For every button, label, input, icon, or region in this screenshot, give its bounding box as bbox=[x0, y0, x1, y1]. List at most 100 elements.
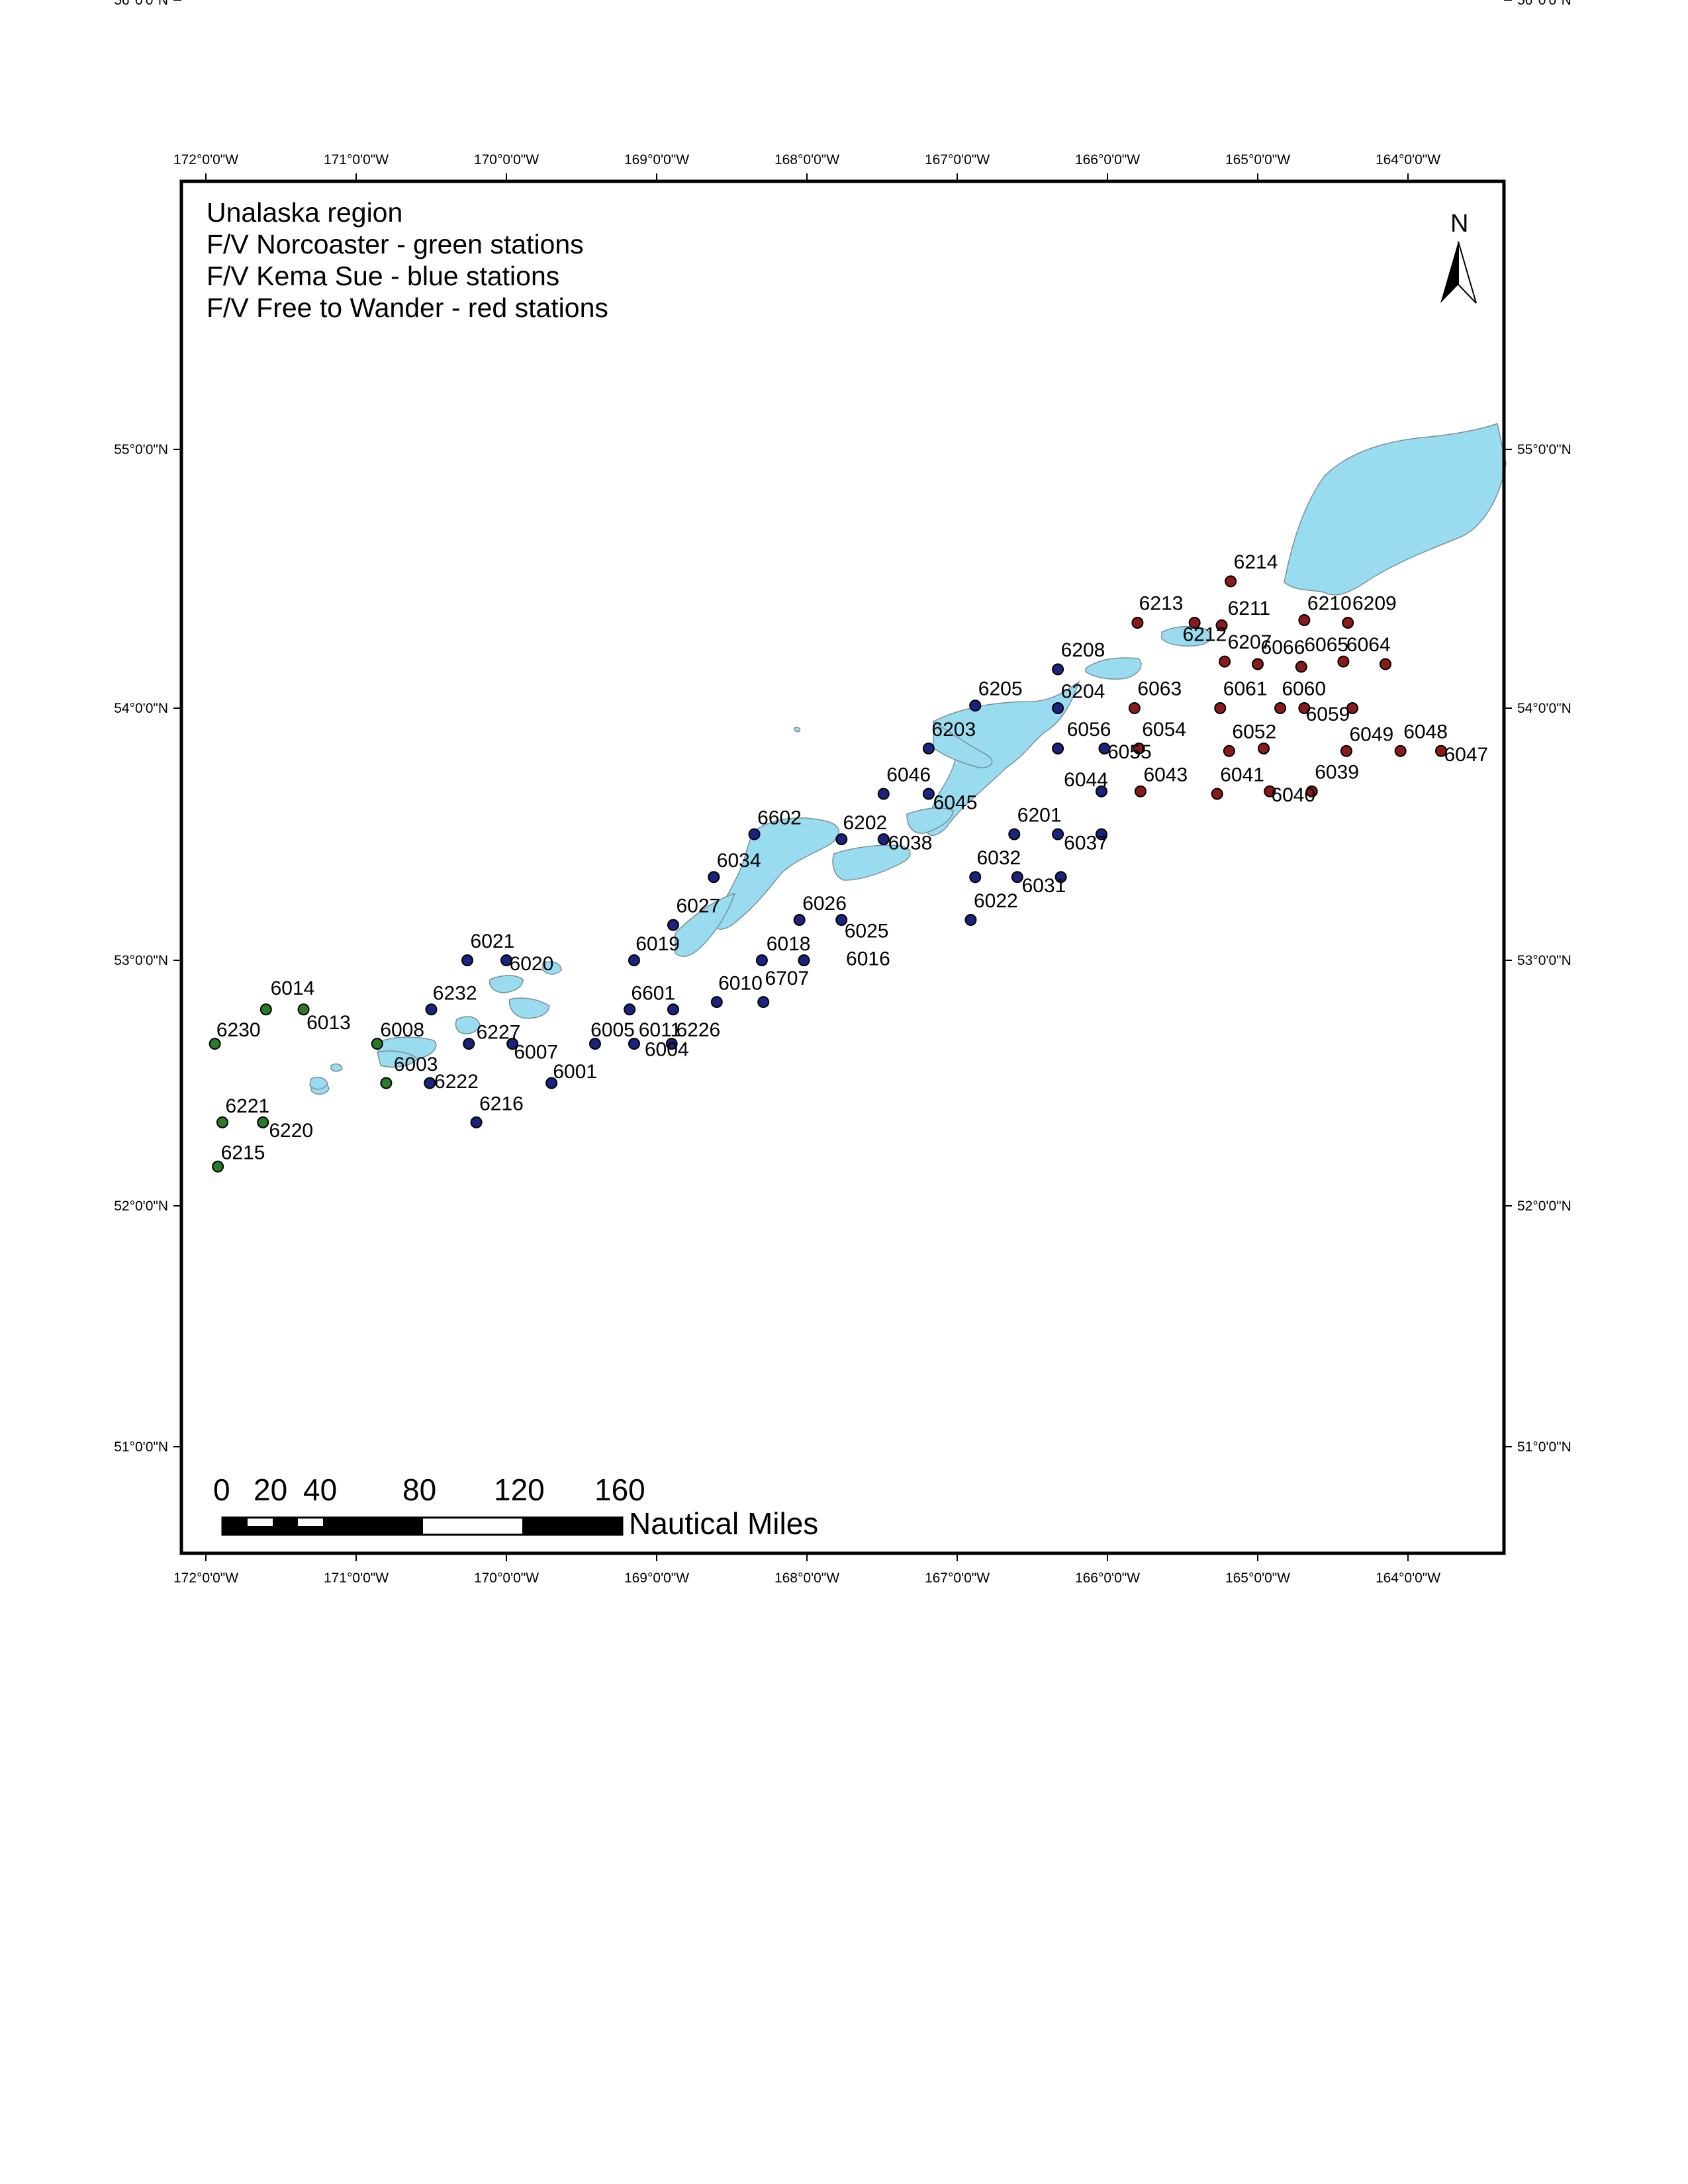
station-point-blue bbox=[969, 871, 982, 884]
scale-label-20: 20 bbox=[254, 1473, 287, 1507]
scale-label-80: 80 bbox=[402, 1473, 436, 1507]
station-point-blue bbox=[757, 996, 770, 1009]
station-label: 6037 bbox=[1064, 832, 1108, 854]
station-point-blue bbox=[628, 1038, 640, 1050]
scale-seg-120-160 bbox=[522, 1518, 622, 1535]
lon-tick-label-bottom: 167°0'0"W bbox=[925, 1570, 990, 1586]
scale-label-120: 120 bbox=[494, 1473, 545, 1507]
lon-tick-label-bottom: 166°0'0"W bbox=[1075, 1570, 1140, 1586]
scale-seg-40-80 bbox=[323, 1518, 423, 1535]
station-label: 6707 bbox=[765, 968, 809, 989]
lon-tick-label-top: 171°0'0"W bbox=[324, 152, 389, 167]
station-point-red bbox=[1214, 702, 1227, 714]
legend-line-green: F/V Norcoaster - green stations bbox=[207, 229, 584, 259]
station-point-blue bbox=[1095, 828, 1107, 841]
station-label: 6043 bbox=[1143, 764, 1188, 786]
station-label: 6210 bbox=[1307, 592, 1352, 614]
lat-tick-label-right: 52°0'0"N bbox=[1517, 1199, 1571, 1214]
lon-ticks-bottom: 172°0'0"W 171°0'0"W 170°0'0"W 169°0'0"W 168°… bbox=[173, 1553, 1440, 1586]
station-label: 6063 bbox=[1137, 678, 1182, 700]
station-label: 6004 bbox=[645, 1039, 689, 1061]
lon-tick-label-top: 164°0'0"W bbox=[1376, 152, 1440, 167]
lon-tick-label-top: 166°0'0"W bbox=[1075, 152, 1140, 167]
station-label: 6226 bbox=[677, 1019, 721, 1041]
lat-tick-label-left: 55°0'0"N bbox=[114, 442, 168, 457]
station-point-red bbox=[1298, 614, 1311, 627]
station-label: 6221 bbox=[226, 1095, 270, 1117]
lon-tick-label-bottom: 172°0'0"W bbox=[173, 1570, 238, 1586]
station-label: 6601 bbox=[631, 982, 675, 1004]
station-point-blue bbox=[877, 833, 890, 846]
sedanka-area bbox=[906, 807, 954, 834]
station-point-red bbox=[1133, 742, 1145, 754]
station-label: 6026 bbox=[802, 893, 847, 915]
scale-seg-0-10 bbox=[222, 1518, 248, 1526]
station-point-blue bbox=[1055, 871, 1067, 884]
station-point-blue bbox=[835, 833, 848, 846]
lon-tick-label-bottom: 165°0'0"W bbox=[1225, 1570, 1290, 1586]
lon-tick-label-bottom: 170°0'0"W bbox=[474, 1570, 539, 1586]
station-point-blue bbox=[624, 1003, 636, 1016]
station-label: 6003 bbox=[394, 1054, 438, 1075]
herbert-island bbox=[455, 1016, 481, 1034]
lon-ticks-top: 172°0'0"W 171°0'0"W 170°0'0"W 169°0'0"W 168°… bbox=[173, 152, 1440, 181]
station-label: 6061 bbox=[1223, 678, 1268, 700]
station-point-red bbox=[1252, 658, 1264, 670]
station-label: 6212 bbox=[1183, 623, 1227, 645]
station-label: 6204 bbox=[1061, 680, 1105, 702]
station-point-blue bbox=[708, 871, 720, 884]
station-label: 6007 bbox=[514, 1041, 558, 1063]
station-point-blue bbox=[710, 996, 723, 1009]
station-label: 6046 bbox=[886, 764, 931, 786]
station-label: 6602 bbox=[757, 807, 802, 829]
station-point-blue bbox=[667, 1003, 679, 1016]
station-point-green bbox=[257, 1116, 269, 1128]
chagulak-island bbox=[542, 961, 562, 975]
station-label: 6203 bbox=[931, 719, 976, 741]
station-label: 6055 bbox=[1107, 741, 1152, 763]
station-point-blue bbox=[665, 1038, 678, 1050]
north-arrow-right-half bbox=[1458, 241, 1477, 304]
alaska-peninsula-land bbox=[1284, 423, 1507, 596]
lon-tick-label-bottom: 168°0'0"W bbox=[774, 1570, 839, 1586]
station-point-blue bbox=[1052, 663, 1064, 676]
station-point-blue bbox=[964, 914, 977, 927]
station-point-blue bbox=[545, 1077, 558, 1089]
station-label: 6054 bbox=[1142, 719, 1186, 741]
station-point-blue bbox=[425, 1003, 438, 1016]
station-point-red bbox=[1274, 702, 1287, 714]
station-point-red bbox=[1128, 702, 1141, 714]
station-point-blue bbox=[1052, 828, 1064, 841]
lon-tick-label-top: 169°0'0"W bbox=[624, 152, 689, 167]
station-point-blue bbox=[506, 1038, 519, 1050]
station-label: 6010 bbox=[718, 973, 763, 995]
scale-seg-30-40-b bbox=[298, 1526, 323, 1535]
station-label: 6019 bbox=[635, 933, 680, 955]
station-label: 6021 bbox=[471, 931, 515, 952]
station-point-blue bbox=[877, 788, 890, 800]
station-point-blue bbox=[748, 828, 761, 841]
station-label: 6220 bbox=[269, 1120, 313, 1142]
station-point-green bbox=[380, 1077, 393, 1089]
legend-title: Unalaska region bbox=[207, 197, 402, 228]
station-point-green bbox=[212, 1160, 224, 1173]
lat-tick-label-left: 56°0'0"N bbox=[114, 0, 168, 8]
station-point-blue bbox=[1098, 742, 1111, 754]
station-label: 6039 bbox=[1315, 762, 1359, 784]
station-point-green bbox=[216, 1116, 228, 1128]
lat-tick-label-left: 53°0'0"N bbox=[114, 953, 168, 968]
station-label: 6034 bbox=[717, 850, 761, 872]
land-layer bbox=[309, 423, 1507, 1095]
lat-tick-label-right: 54°0'0"N bbox=[1517, 701, 1571, 716]
lon-tick-label-bottom: 171°0'0"W bbox=[324, 1570, 389, 1586]
umnak-south-arm bbox=[675, 892, 736, 957]
station-label: 6065 bbox=[1304, 634, 1348, 656]
legend: Unalaska region F/V Norcoaster - green s… bbox=[207, 197, 608, 323]
lon-tick-label-bottom: 164°0'0"W bbox=[1376, 1570, 1440, 1586]
station-point-blue bbox=[424, 1077, 436, 1089]
station-point-blue bbox=[1052, 742, 1064, 754]
legend-line-red: F/V Free to Wander - red stations bbox=[207, 293, 608, 323]
lat-tick-label-left: 54°0'0"N bbox=[114, 701, 168, 716]
